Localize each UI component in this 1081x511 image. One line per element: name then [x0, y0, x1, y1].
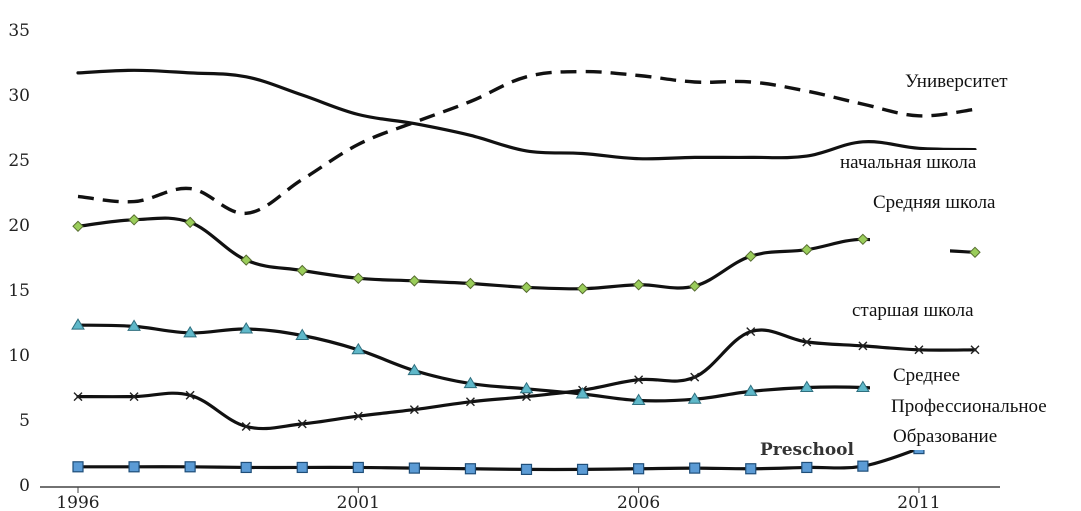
y-tick-label: 5	[19, 411, 30, 431]
marker-triangle	[575, 387, 590, 399]
series-line-5	[76, 447, 921, 472]
label-university: Университет	[905, 71, 1008, 92]
marker-triangle	[743, 384, 758, 396]
series-line-0	[77, 69, 976, 216]
chart-axes: 0 5 10 15 20 25 30 35 1996 2001 2006 2011	[8, 21, 1000, 511]
label-primary-school: начальная школа	[840, 152, 977, 173]
series-line-4	[76, 323, 921, 403]
marker-triangle	[351, 342, 366, 355]
marker-diamond	[969, 246, 981, 259]
marker-square	[857, 460, 869, 472]
label-backdrop	[835, 150, 1025, 174]
marker-cross	[970, 345, 980, 355]
marker-square	[184, 461, 196, 473]
series-labels: Университет начальная школа Средняя школ…	[760, 71, 1047, 460]
marker-triangle	[407, 363, 422, 376]
marker-cross	[914, 345, 924, 355]
marker-cross	[746, 327, 756, 337]
marker-cross	[522, 392, 531, 402]
marker-diamond	[632, 279, 645, 291]
marker-triangle	[799, 380, 814, 392]
marker-diamond	[72, 220, 84, 233]
marker-square	[689, 462, 701, 474]
x-tick-label: 2011	[897, 493, 940, 511]
marker-cross	[858, 341, 868, 351]
marker-triangle	[855, 380, 870, 392]
marker-cross	[802, 337, 812, 347]
marker-cross	[465, 397, 475, 407]
y-tick-label: 15	[8, 281, 30, 301]
marker-cross	[241, 422, 251, 431]
label-backdrop	[850, 295, 1000, 323]
label-backdrop	[870, 235, 950, 255]
marker-diamond	[464, 277, 477, 290]
marker-square	[801, 461, 813, 474]
marker-diamond	[576, 282, 589, 295]
label-backdrop	[1010, 80, 1080, 115]
marker-triangle	[183, 325, 198, 338]
marker-diamond	[408, 275, 421, 287]
marker-diamond	[801, 243, 813, 256]
marker-square	[128, 461, 140, 473]
marker-square	[352, 461, 364, 474]
x-tick-label: 2006	[617, 493, 660, 511]
marker-triangle	[631, 393, 646, 405]
label-middle-school: Средняя школа	[873, 192, 996, 213]
marker-triangle	[687, 392, 702, 404]
marker-diamond	[520, 281, 533, 294]
series-layer	[76, 68, 977, 472]
marker-diamond	[128, 214, 140, 226]
marker-triangle	[519, 381, 534, 394]
marker-layer	[71, 80, 1081, 475]
marker-cross	[185, 390, 195, 400]
marker-square	[576, 463, 589, 475]
marker-square	[296, 461, 308, 474]
marker-diamond	[857, 233, 869, 246]
label-vocational-line3: Образование	[893, 426, 997, 447]
x-tick-label: 1996	[56, 493, 99, 511]
marker-triangle	[295, 328, 310, 340]
y-tick-label: 30	[8, 86, 30, 106]
marker-square	[520, 463, 533, 475]
marker-triangle	[71, 318, 85, 330]
y-tick-label: 35	[8, 21, 30, 41]
marker-square	[745, 463, 757, 475]
series-line-2	[76, 216, 977, 291]
label-backdrop	[870, 375, 1081, 450]
marker-cross	[634, 375, 644, 385]
marker-cross	[353, 411, 363, 421]
label-vocational-line1: Среднее	[893, 365, 960, 386]
label-preschool: Preschool	[760, 440, 855, 460]
y-tick-label: 25	[8, 151, 30, 171]
marker-cross	[297, 419, 307, 429]
marker-cross	[690, 372, 700, 382]
marker-diamond	[745, 250, 757, 262]
marker-diamond	[352, 272, 365, 285]
marker-cross	[73, 392, 83, 402]
marker-diamond	[296, 264, 308, 277]
marker-cross	[409, 405, 419, 415]
label-senior-school: старшая школа	[852, 300, 974, 321]
marker-square	[72, 461, 84, 473]
marker-diamond	[184, 216, 196, 229]
y-tick-label: 20	[8, 216, 30, 236]
marker-square	[240, 461, 252, 474]
y-tick-label: 0	[19, 476, 30, 496]
marker-diamond	[240, 254, 252, 266]
marker-square	[408, 462, 420, 474]
series-line-3	[76, 328, 977, 431]
x-tick-label: 2001	[337, 493, 380, 511]
marker-diamond	[688, 280, 701, 292]
y-tick-label: 10	[8, 346, 30, 366]
marker-cross	[129, 392, 139, 402]
marker-triangle	[239, 322, 254, 334]
marker-square	[633, 463, 645, 475]
series-line-1	[76, 68, 977, 161]
marker-square	[464, 463, 477, 475]
label-vocational-line2: Профессиональное	[891, 396, 1047, 417]
marker-triangle	[127, 319, 141, 331]
marker-triangle	[463, 376, 478, 389]
